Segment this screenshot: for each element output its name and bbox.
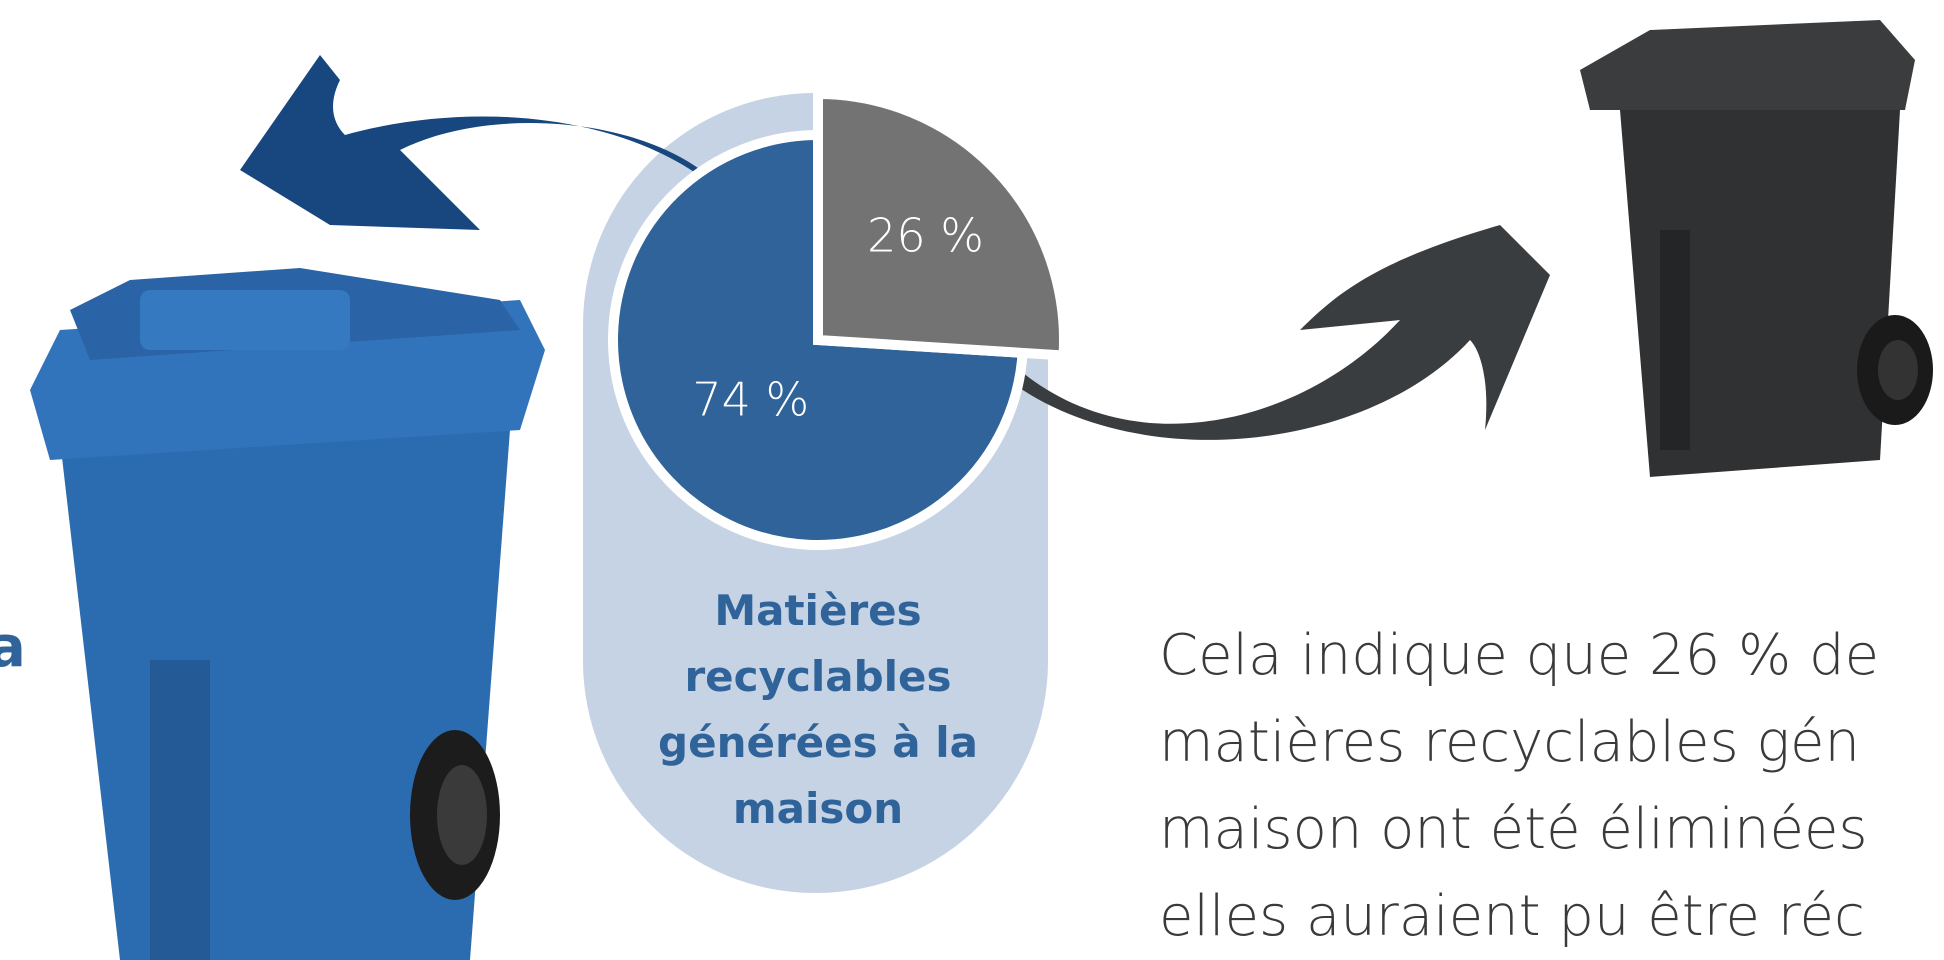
paragraph: Cela indique que 26 % de matières recycla… — [1159, 612, 1944, 960]
blue-bin — [30, 268, 545, 960]
pie: 26 % 74 % — [608, 88, 1069, 550]
paragraph-line: elles auraient pu être réc — [1159, 884, 1865, 949]
side-text: a — [0, 615, 26, 680]
arrow-right — [980, 225, 1550, 440]
pie-slice — [813, 88, 1069, 361]
paragraph-line: maison ont été éliminées — [1159, 797, 1868, 862]
chart-title: Matières recyclables générées à la maiso… — [658, 586, 978, 833]
black-bin — [1580, 20, 1933, 477]
paragraph-line: matières recyclables gén — [1159, 710, 1860, 775]
slice-label: 26 % — [867, 208, 984, 262]
arrow-left — [240, 55, 735, 230]
paragraph-line: Cela indique que 26 % de — [1159, 623, 1880, 688]
slice-label: 74 % — [692, 373, 809, 427]
